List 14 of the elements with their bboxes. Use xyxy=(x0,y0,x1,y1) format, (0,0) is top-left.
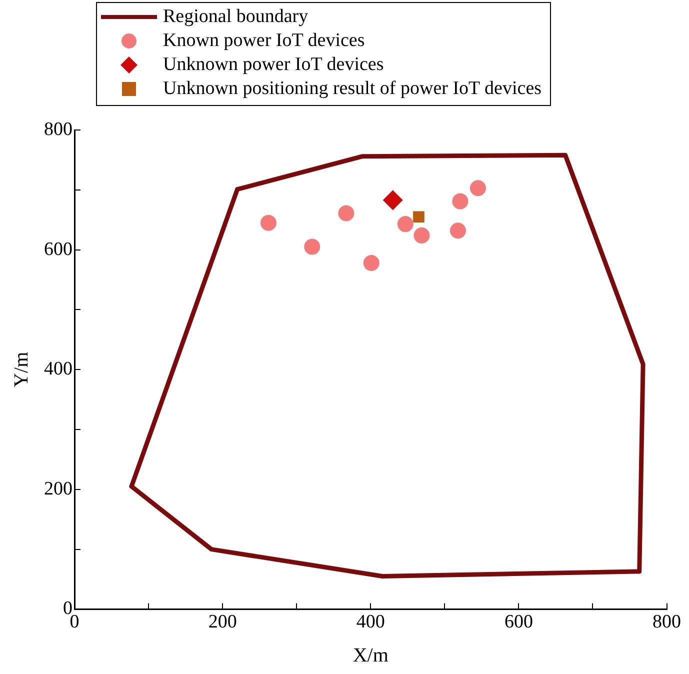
y-tick-label: 400 xyxy=(44,358,72,380)
legend-label: Unknown positioning result of power IoT devices xyxy=(163,78,542,100)
legend-label: Regional boundary xyxy=(163,6,308,28)
y-axis-title: Y/m xyxy=(10,351,32,388)
y-tick-label: 600 xyxy=(44,238,72,260)
x-tick-label: 400 xyxy=(356,612,385,633)
y-tick-label: 200 xyxy=(44,478,72,500)
x-tick-label: 800 xyxy=(652,612,681,633)
x-tick-label: 600 xyxy=(504,612,533,633)
legend-label: Unknown power IoT devices xyxy=(163,54,384,76)
legend-label: Known power IoT devices xyxy=(163,30,365,52)
x-tick-label: 200 xyxy=(208,612,237,633)
x-axis-title: X/m xyxy=(352,644,389,666)
y-tick-label: 800 xyxy=(44,118,72,140)
